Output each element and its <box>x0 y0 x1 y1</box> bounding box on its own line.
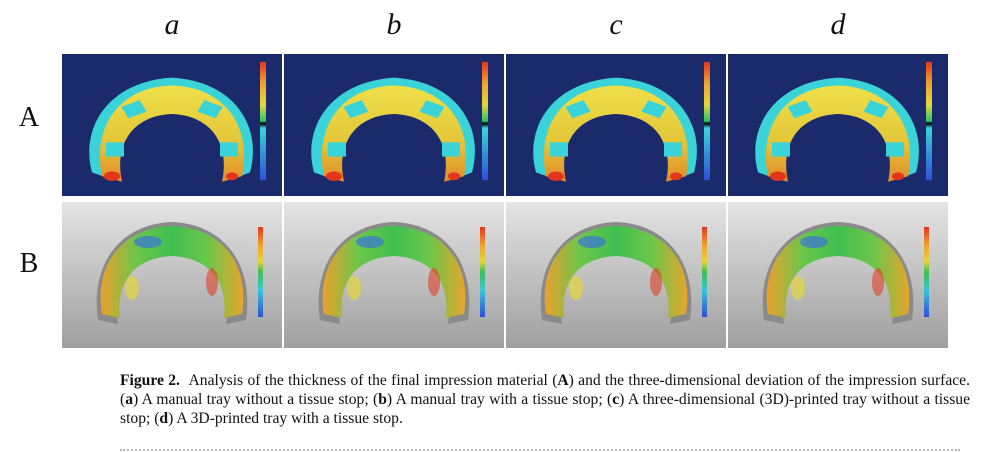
caption-mid1: ) and the three-dimensional deviation of… <box>120 372 970 408</box>
caption-key-a: a <box>125 391 133 408</box>
panel-A-c <box>506 54 726 196</box>
caption-figure-label: Figure 2. <box>120 372 180 389</box>
panel-B-d <box>728 202 948 348</box>
caption-key-b: b <box>378 391 387 408</box>
caption-d-text: ) A 3D-printed tray with a tissue stop. <box>168 410 403 427</box>
panel-B-b <box>284 202 504 348</box>
panel-A-b <box>284 54 504 196</box>
caption-key-c: c <box>612 391 620 408</box>
column-label-c: c <box>609 8 623 41</box>
caption-c-text: ) A three-dimensional (3D)-printed tray … <box>120 391 970 427</box>
caption-key-A: A <box>557 372 569 389</box>
panel-A-d <box>728 54 948 196</box>
row-label-A: A <box>18 102 40 133</box>
panel-B-c <box>506 202 726 348</box>
figure-caption: Figure 2. Analysis of the thickness of t… <box>120 371 970 428</box>
caption-key-d: d <box>159 410 169 427</box>
panel-A-a <box>62 54 282 196</box>
column-label-d: d <box>830 8 846 41</box>
row-label-B: B <box>19 248 39 279</box>
column-label-b: b <box>386 8 402 41</box>
column-label-a: a <box>164 8 180 41</box>
panel-B-a <box>62 202 282 348</box>
caption-b-text: ) A manual tray with a tissue stop; ( <box>386 391 613 408</box>
dotted-separator <box>120 449 960 451</box>
caption-a-text: ) A manual tray without a tissue stop; ( <box>133 391 379 408</box>
caption-lead: Analysis of the thickness of the final i… <box>188 372 558 389</box>
